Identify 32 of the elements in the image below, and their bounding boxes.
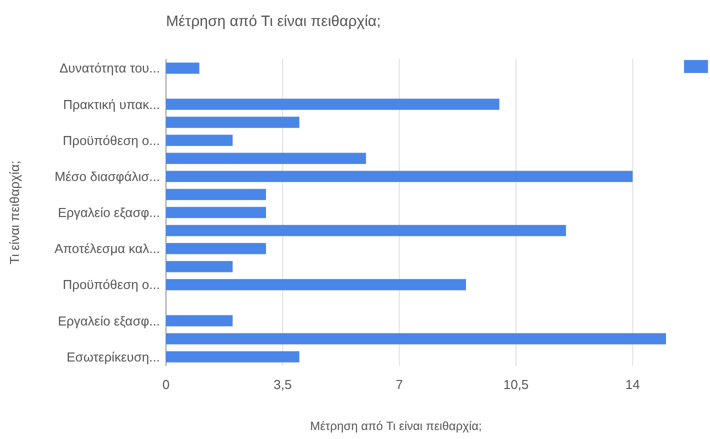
x-tick-label: 14: [625, 377, 640, 392]
bar: [166, 279, 466, 290]
x-axis-title: Μέτρηση από Τι είναι πειθαρχία;: [310, 419, 482, 433]
bar: [166, 62, 200, 74]
bar: [166, 116, 300, 128]
y-tick-label: Προϋπόθεση ο...: [62, 277, 160, 292]
bar: [166, 170, 633, 182]
y-tick-label: Αποτέλεσμα καλ...: [54, 241, 160, 256]
y-tick-label: Εργαλείο εξασφ...: [58, 205, 160, 220]
y-tick-label: Δυνατότητα του...: [59, 60, 160, 76]
bar: [166, 242, 266, 254]
bar: [166, 206, 266, 218]
bar: [166, 224, 566, 236]
x-tick-label: 10,5: [503, 377, 529, 392]
bar: [166, 261, 233, 272]
x-tick-label: 3,5: [274, 377, 292, 392]
bar: [166, 152, 366, 164]
y-tick-label: Πρακτική υπακ...: [63, 96, 160, 112]
y-tick-label: Εργαλείο εξασφ...: [58, 313, 160, 328]
bar: [166, 333, 666, 344]
bar: [166, 98, 500, 110]
bar: [166, 134, 233, 146]
y-tick-label: Προϋπόθεση ο...: [62, 132, 160, 148]
bar: [166, 315, 233, 326]
y-tick-label: Μέσο διασφάλισ...: [54, 168, 160, 184]
x-tick-label: 7: [396, 377, 403, 392]
y-tick-label: Εσωτερίκευση...: [66, 349, 160, 364]
bar: [166, 351, 300, 362]
chart-title: Μέτρηση από Τι είναι πειθαρχία;: [166, 13, 381, 30]
y-axis-title: Τι είναι πειθαρχία;: [7, 160, 22, 264]
bar: [166, 188, 266, 200]
x-tick-label: 0: [162, 377, 170, 392]
